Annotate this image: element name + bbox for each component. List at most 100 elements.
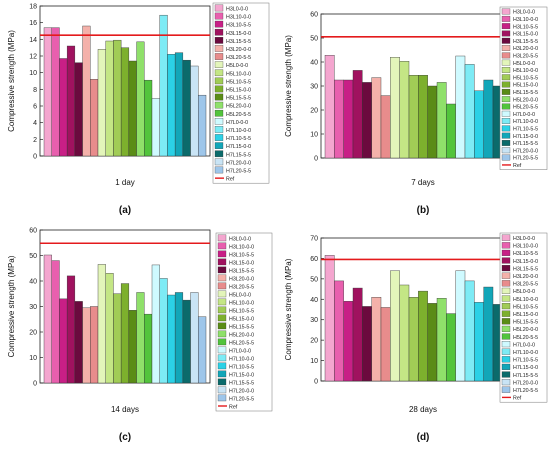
- legend-swatch: [217, 282, 227, 290]
- bar: [352, 287, 363, 382]
- legend-label: H3L15-0-0: [229, 260, 254, 266]
- legend-label: H5L20-0-0: [513, 97, 538, 103]
- legend-swatch: [214, 77, 224, 85]
- legend-label: H7L15-5-5: [513, 373, 538, 379]
- legend-label: H7L10-5-5: [226, 136, 251, 142]
- bar: [97, 264, 106, 384]
- y-tick-label: 10: [29, 355, 37, 362]
- legend-label: H3L0-0-0: [226, 7, 248, 13]
- legend: H3L0-0-0H3L10-0-0H3L10-5-5H3L15-0-0H3L15…: [215, 232, 273, 412]
- legend-swatch: [501, 318, 511, 325]
- legend-swatch: [214, 28, 224, 36]
- y-tick-label: 0: [33, 381, 37, 388]
- bar: [380, 307, 391, 382]
- x-axis-label: 1 day: [115, 178, 135, 187]
- bar: [66, 275, 76, 384]
- bar: [82, 25, 91, 157]
- legend-swatch: [501, 8, 511, 15]
- legend-swatch: [501, 110, 511, 117]
- legend-swatch: [217, 394, 227, 402]
- bar: [380, 95, 391, 159]
- legend-swatch: [214, 93, 224, 101]
- legend-swatch: [501, 379, 511, 386]
- legend-label: H5L20-5-5: [513, 335, 538, 341]
- legend-label: H7L20-0-0: [226, 160, 251, 166]
- legend-swatch: [217, 362, 227, 370]
- legend-label: H5L15-0-0: [229, 316, 254, 322]
- bar: [105, 40, 114, 157]
- legend-swatch: [501, 341, 511, 348]
- bar: [51, 27, 60, 157]
- bar: [446, 103, 456, 159]
- bar: [464, 280, 475, 382]
- legend-swatch: [214, 101, 224, 109]
- legend-label: H3L10-5-5: [513, 251, 538, 257]
- legend-label: H7L10-5-5: [513, 358, 538, 364]
- bar: [198, 316, 207, 384]
- bar: [408, 74, 419, 159]
- legend-swatch: [217, 306, 227, 314]
- y-tick-label: 14: [29, 37, 37, 44]
- legend-label: H3L0-0-0: [513, 236, 535, 242]
- legend-swatch: [501, 303, 511, 310]
- legend-swatch: [501, 386, 511, 393]
- bar: [120, 283, 130, 384]
- bar: [113, 293, 122, 384]
- legend-swatch: [501, 140, 511, 146]
- legend-label: H3L15-5-5: [229, 268, 254, 274]
- bar: [418, 290, 428, 382]
- legend: H3L0-0-0H3L10-0-0H3L10-5-5H3L15-0-0H3L15…: [499, 6, 548, 170]
- chart-panel: 0 10 20 30 40 50 60 Compressive strength (MPa) 7…: [284, 6, 548, 216]
- bar: [464, 64, 475, 159]
- bar: [136, 292, 145, 384]
- legend-label: H3L15-5-5: [226, 39, 251, 45]
- legend-label: H5L10-5-5: [513, 75, 538, 81]
- bar: [167, 294, 176, 384]
- legend-label: H5L15-0-0: [513, 83, 538, 89]
- bar: [105, 273, 114, 384]
- legend-label: H3L0-0-0: [513, 10, 535, 16]
- bar: [399, 284, 410, 382]
- legend-label: H7L20-5-5: [229, 396, 254, 402]
- y-axis-label: Compressive strength (MPa): [7, 255, 16, 357]
- legend-swatch: [501, 52, 511, 59]
- legend-label: H5L20-5-5: [229, 340, 254, 346]
- legend-swatch: [217, 338, 227, 346]
- legend-label: H5L20-5-5: [226, 112, 251, 118]
- legend-label: H7L10-5-5: [513, 127, 538, 133]
- legend-label: H7L15-0-0: [226, 144, 251, 150]
- x-axis-label: 14 days: [111, 405, 139, 414]
- bar: [90, 306, 99, 384]
- legend-label: H3L10-0-0: [229, 244, 254, 250]
- legend-swatch: [217, 290, 227, 298]
- legend-label: H5L0-0-0: [226, 63, 248, 69]
- legend-label: H3L15-0-0: [513, 32, 538, 38]
- y-tick-label: 50: [310, 276, 318, 283]
- legend-label: H7L20-5-5: [226, 169, 251, 175]
- y-tick-label: 10: [310, 358, 318, 365]
- bar: [128, 60, 137, 157]
- legend-label: H3L20-5-5: [513, 54, 538, 60]
- y-tick-label: 50: [29, 253, 37, 260]
- legend-label: H5L20-5-5: [513, 105, 538, 111]
- legend-label: H5L10-5-5: [229, 308, 254, 314]
- legend-swatch: [501, 30, 511, 37]
- legend-swatch: [501, 45, 511, 51]
- y-tick-label: 50: [310, 36, 318, 43]
- legend-swatch: [501, 37, 511, 44]
- legend-swatch: [501, 371, 511, 378]
- legend-label: H5L0-0-0: [513, 61, 535, 67]
- legend-swatch: [214, 4, 224, 12]
- bar: [474, 302, 484, 382]
- bar: [182, 299, 191, 384]
- legend-swatch: [501, 125, 511, 132]
- legend-label: H3L20-0-0: [513, 46, 538, 52]
- legend-swatch: [214, 109, 224, 117]
- legend-swatch: [217, 258, 227, 266]
- legend-swatch: [501, 118, 511, 124]
- legend-swatch: [501, 242, 511, 249]
- bar: [334, 280, 344, 382]
- y-axis-label: Compressive strength (MPa): [7, 30, 16, 132]
- y-tick-label: 40: [310, 297, 318, 304]
